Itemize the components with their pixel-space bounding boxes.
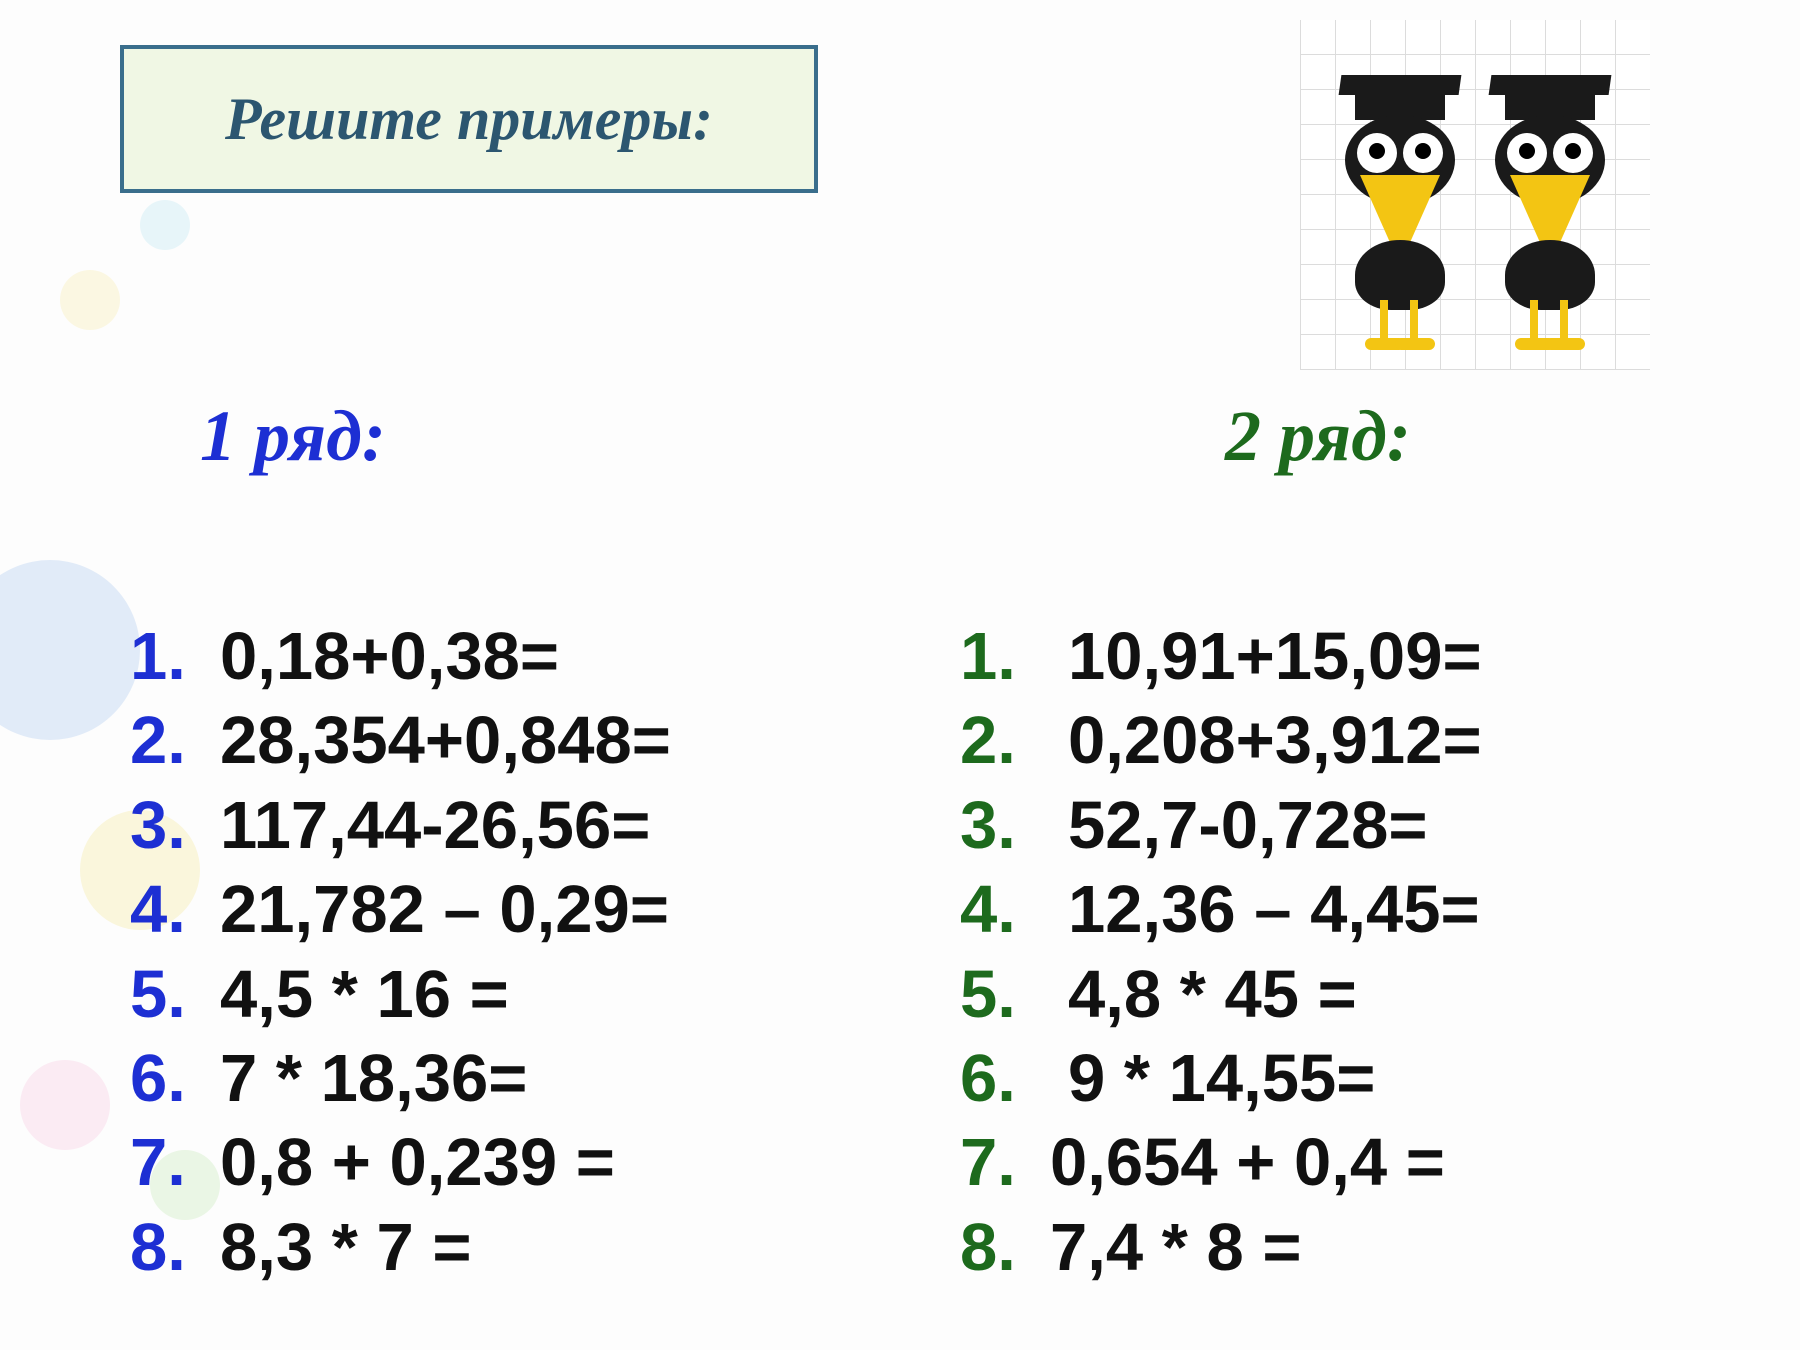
item-expression: 12,36 – 4,45= [1050, 868, 1480, 952]
list-item: 1.10,91+15,09= [960, 615, 1482, 699]
item-number: 6. [130, 1037, 220, 1121]
list-item: 3.52,7-0,728= [960, 784, 1482, 868]
list-item: 4.12,36 – 4,45= [960, 868, 1482, 952]
item-expression: 7,4 * 8 = [1050, 1206, 1301, 1290]
column2-list: 1.10,91+15,09= 2.0,208+3,912= 3.52,7-0,7… [960, 615, 1482, 1290]
birds-illustration [1300, 20, 1650, 370]
item-expression: 0,654 + 0,4 = [1050, 1121, 1445, 1205]
item-number: 4. [960, 868, 1050, 952]
item-expression: 0,208+3,912= [1050, 699, 1482, 783]
item-expression: 0,8 + 0,239 = [220, 1121, 615, 1205]
list-item: 5.4,8 * 45 = [960, 953, 1482, 1037]
item-expression: 0,18+0,38= [220, 615, 559, 699]
item-expression: 8,3 * 7 = [220, 1206, 471, 1290]
list-item: 8.8,3 * 7 = [130, 1206, 671, 1290]
item-expression: 7 * 18,36= [220, 1037, 527, 1121]
item-number: 8. [130, 1206, 220, 1290]
item-number: 3. [130, 784, 220, 868]
item-expression: 28,354+0,848= [220, 699, 671, 783]
column2-heading: 2 ряд: [1225, 395, 1411, 478]
item-expression: 117,44-26,56= [220, 784, 650, 868]
item-number: 8. [960, 1206, 1050, 1290]
list-item: 7.0,8 + 0,239 = [130, 1121, 671, 1205]
bird-icon [1475, 90, 1625, 350]
item-number: 5. [960, 953, 1050, 1037]
item-number: 4. [130, 868, 220, 952]
item-number: 2. [130, 699, 220, 783]
item-number: 7. [960, 1121, 1050, 1205]
list-item: 6.9 * 14,55= [960, 1037, 1482, 1121]
column1-list: 1.0,18+0,38= 2.28,354+0,848= 3.117,44-26… [130, 615, 671, 1290]
item-expression: 10,91+15,09= [1050, 615, 1482, 699]
decorative-bubble [60, 270, 120, 330]
item-expression: 9 * 14,55= [1050, 1037, 1375, 1121]
column1-heading: 1 ряд: [200, 395, 386, 478]
item-number: 6. [960, 1037, 1050, 1121]
item-number: 1. [130, 615, 220, 699]
item-number: 2. [960, 699, 1050, 783]
list-item: 6.7 * 18,36= [130, 1037, 671, 1121]
decorative-bubble [0, 560, 140, 740]
title-box: Решите примеры: [120, 45, 818, 193]
list-item: 8.7,4 * 8 = [960, 1206, 1482, 1290]
list-item: 1.0,18+0,38= [130, 615, 671, 699]
item-number: 5. [130, 953, 220, 1037]
list-item: 5.4,5 * 16 = [130, 953, 671, 1037]
list-item: 2.28,354+0,848= [130, 699, 671, 783]
item-expression: 21,782 – 0,29= [220, 868, 669, 952]
list-item: 2.0,208+3,912= [960, 699, 1482, 783]
decorative-bubble [20, 1060, 110, 1150]
decorative-bubble [140, 200, 190, 250]
list-item: 4.21,782 – 0,29= [130, 868, 671, 952]
bird-icon [1325, 90, 1475, 350]
list-item: 7.0,654 + 0,4 = [960, 1121, 1482, 1205]
item-expression: 52,7-0,728= [1050, 784, 1428, 868]
item-expression: 4,5 * 16 = [220, 953, 509, 1037]
slide-title: Решите примеры: [225, 85, 713, 154]
item-number: 7. [130, 1121, 220, 1205]
item-expression: 4,8 * 45 = [1050, 953, 1357, 1037]
item-number: 1. [960, 615, 1050, 699]
list-item: 3.117,44-26,56= [130, 784, 671, 868]
item-number: 3. [960, 784, 1050, 868]
